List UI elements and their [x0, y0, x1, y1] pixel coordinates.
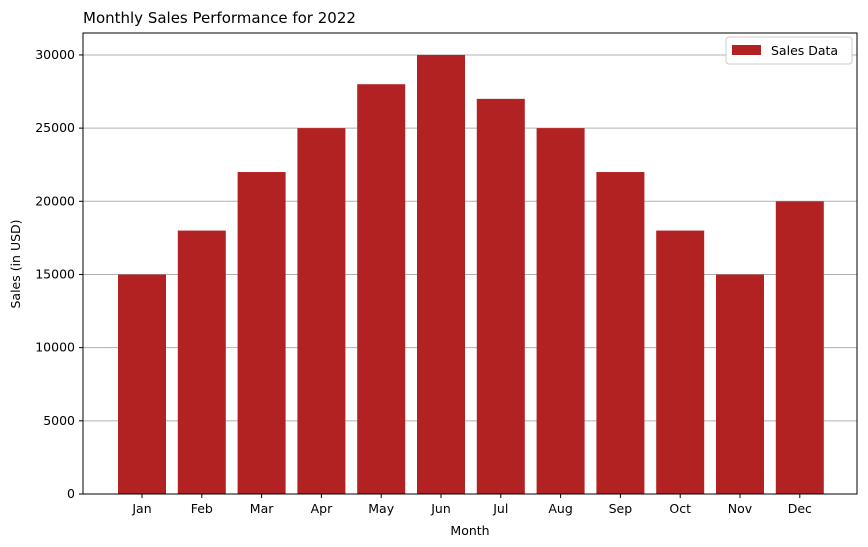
x-tick-label: Apr	[311, 501, 333, 516]
bar	[716, 274, 764, 494]
x-tick-label: Jun	[430, 501, 451, 516]
y-tick-label: 0	[67, 486, 75, 501]
bar	[177, 230, 226, 495]
legend-swatch	[732, 45, 761, 55]
x-axis-label: Month	[450, 523, 489, 538]
y-tick-label: 30000	[35, 47, 75, 62]
x-tick-label: May	[368, 501, 394, 516]
plot-frame	[82, 32, 858, 495]
y-tick-label: 15000	[35, 266, 75, 281]
bar	[656, 230, 705, 495]
y-tick-label: 25000	[35, 120, 75, 135]
y-ticks: 0 5000 10000 15000 20000 25000 30000	[35, 47, 83, 501]
bar	[596, 172, 645, 495]
legend-box	[725, 36, 853, 65]
x-tick-label: Nov	[728, 501, 753, 516]
bar	[476, 98, 525, 494]
bar	[775, 201, 824, 495]
legend-label: Sales Data	[771, 43, 838, 58]
axes	[82, 32, 858, 495]
x-tick-label: Dec	[788, 501, 812, 516]
y-tick-label: 10000	[35, 340, 75, 355]
x-tick-label: Sep	[609, 501, 633, 516]
bar	[118, 274, 166, 494]
bar	[357, 84, 406, 494]
x-tick-label: Jan	[131, 501, 151, 516]
bar	[417, 54, 465, 494]
y-tick-label: 20000	[35, 193, 75, 208]
y-tick-label: 5000	[43, 413, 75, 428]
bars	[118, 54, 824, 495]
x-ticks: Jan Feb Mar Apr May Jun Jul Aug Sep Oct Nov Dec	[131, 494, 812, 516]
x-tick-label: Feb	[191, 501, 213, 516]
bar	[237, 172, 286, 495]
x-tick-label: Aug	[548, 501, 572, 516]
x-tick-label: Jul	[492, 501, 508, 516]
y-axis-label: Sales (in USD)	[8, 219, 23, 308]
bar	[297, 128, 346, 494]
legend: Sales Data	[725, 36, 853, 65]
bar	[536, 128, 585, 494]
x-tick-label: Mar	[250, 501, 274, 516]
chart-title: Monthly Sales Performance for 2022	[83, 9, 356, 27]
x-tick-label: Oct	[669, 501, 691, 516]
